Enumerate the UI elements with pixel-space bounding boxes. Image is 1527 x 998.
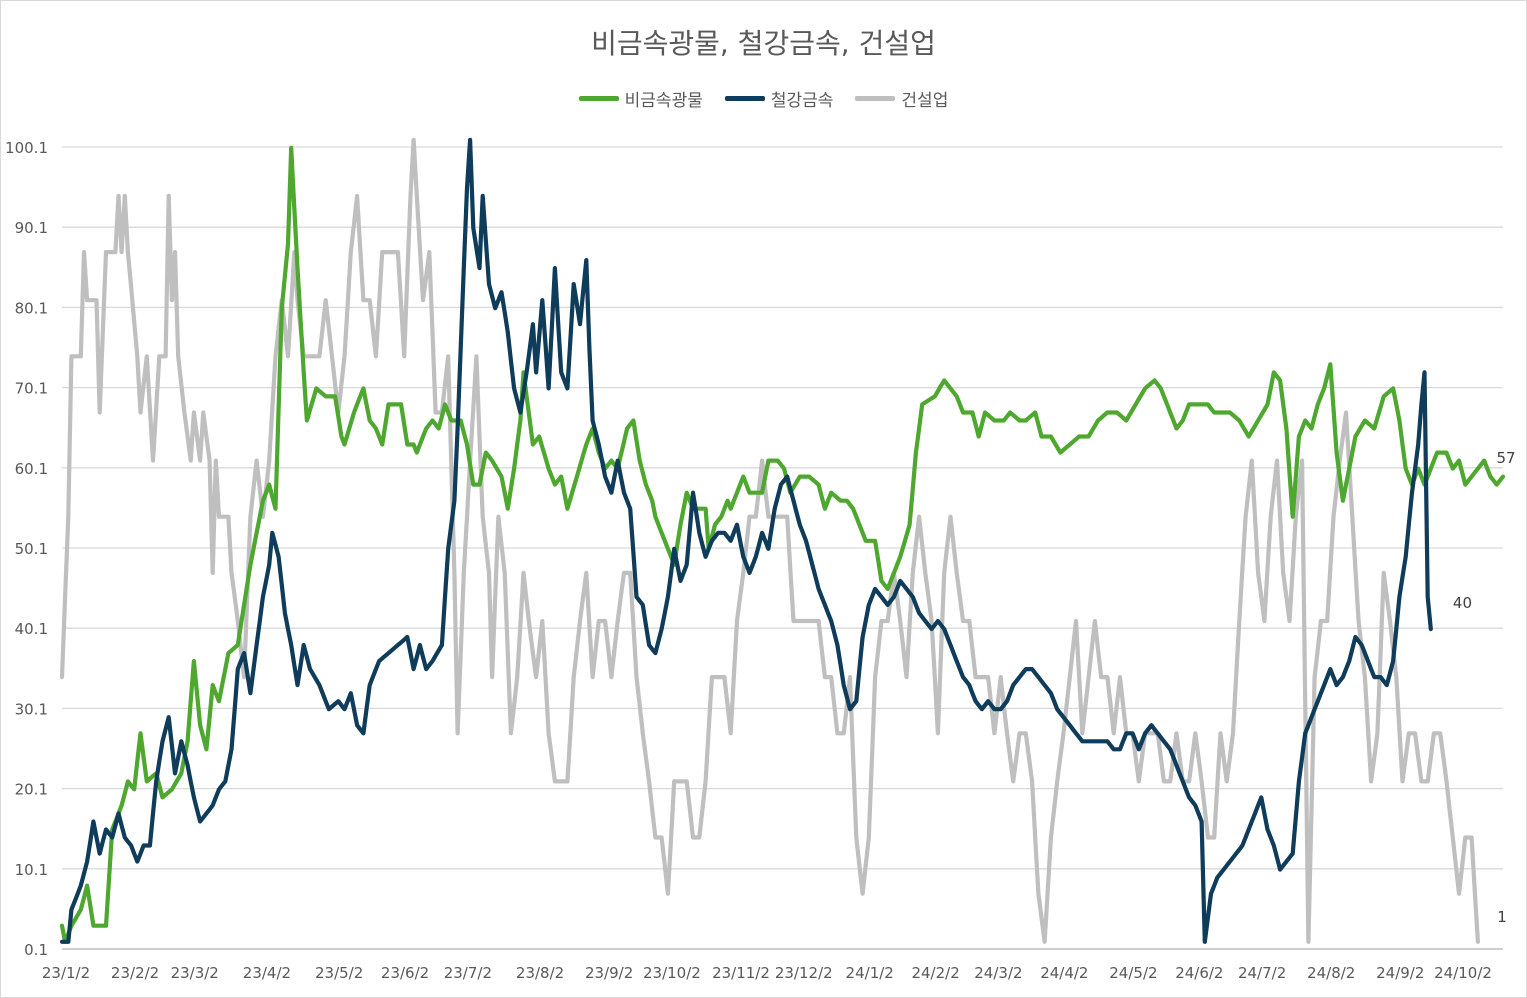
x-tick-label: 23/10/2 xyxy=(643,964,701,982)
y-tick-label: 0.1 xyxy=(24,941,48,959)
series-end-label: 57 xyxy=(1496,449,1515,467)
x-tick-label: 24/8/2 xyxy=(1307,964,1355,982)
x-tick-label: 24/6/2 xyxy=(1175,964,1223,982)
legend-item: 비금속광물 xyxy=(578,86,703,111)
labels: 1 57 40 xyxy=(1453,449,1516,926)
x-tick-label: 23/3/2 xyxy=(171,964,219,982)
x-tick-label: 23/2/2 xyxy=(111,964,159,982)
series-line-1 xyxy=(59,137,1433,944)
x-tick-label: 24/10/2 xyxy=(1434,964,1492,982)
y-tick-label: 10.1 xyxy=(15,861,48,879)
series-line-0 xyxy=(59,145,1506,944)
legend-swatch xyxy=(578,96,619,101)
x-tick-label: 24/3/2 xyxy=(974,964,1022,982)
legend-label: 비금속광물 xyxy=(624,91,703,111)
x-tick-label: 23/11/2 xyxy=(712,964,770,982)
x-tick-label: 23/4/2 xyxy=(243,964,291,982)
chart-title: 비금속광물, 철강금속, 건설업 xyxy=(591,27,936,60)
legend-item: 철강금속 xyxy=(724,86,834,111)
x-tick-label: 23/7/2 xyxy=(444,964,492,982)
y-tick-label: 20.1 xyxy=(15,781,48,799)
y-tick-label: 100.1 xyxy=(5,139,48,157)
legend-item: 건설업 xyxy=(855,86,948,111)
x-tick-label: 23/6/2 xyxy=(381,964,429,982)
legend-swatch xyxy=(855,96,896,101)
series-end-label: 40 xyxy=(1453,594,1472,612)
x-tick-label: 23/1/2 xyxy=(42,964,90,982)
legend: 비금속광물 철강금속 건설업 xyxy=(0,86,1527,111)
y-tick-label: 50.1 xyxy=(15,540,48,558)
x-tick-label: 24/9/2 xyxy=(1376,964,1424,982)
y-tick-label: 80.1 xyxy=(15,299,48,317)
y-tick-label: 40.1 xyxy=(15,620,48,638)
series-lines xyxy=(59,137,1506,944)
x-tick-label: 24/4/2 xyxy=(1040,964,1088,982)
x-tick-label: 24/5/2 xyxy=(1109,964,1157,982)
y-tick-label: 30.1 xyxy=(15,700,48,718)
x-tick-label: 23/9/2 xyxy=(585,964,633,982)
x-tick-label: 23/8/2 xyxy=(516,964,564,982)
x-tick-label: 24/1/2 xyxy=(846,964,894,982)
x-tick-label: 23/12/2 xyxy=(775,964,833,982)
legend-label: 철강금속 xyxy=(770,91,834,111)
x-tick-label: 24/7/2 xyxy=(1238,964,1286,982)
x-tick-label: 23/5/2 xyxy=(315,964,363,982)
axes: 0.1 10.1 20.1 30.1 40.1 50.1 60.1 70.1 80.1 90.1 1… xyxy=(5,139,1503,982)
y-tick-label: 70.1 xyxy=(15,380,48,398)
y-tick-label: 60.1 xyxy=(15,460,48,478)
legend-label: 건설업 xyxy=(901,91,949,111)
x-tick-label: 24/2/2 xyxy=(911,964,959,982)
y-tick-label: 90.1 xyxy=(15,219,48,237)
series-end-label: 1 xyxy=(1497,908,1507,926)
legend-swatch xyxy=(724,96,765,101)
gridlines xyxy=(62,146,1503,870)
